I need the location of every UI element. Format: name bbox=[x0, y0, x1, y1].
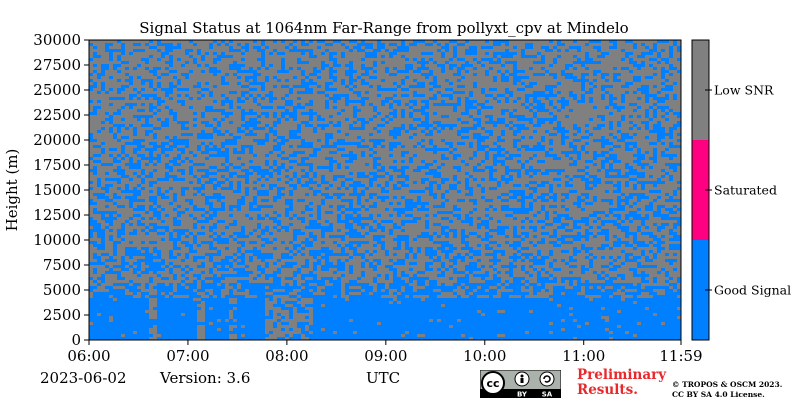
preliminary-line-2: Results. bbox=[577, 383, 666, 398]
colorbar-label: Low SNR bbox=[714, 83, 774, 98]
cc-icon-text: cc bbox=[486, 377, 499, 390]
date-label: 2023-06-02 bbox=[40, 369, 126, 387]
y-tick-label: 30000 bbox=[33, 31, 81, 49]
x-axis: 06:00 07:00 08:00 09:00 10:00 11:00 11:59 bbox=[67, 340, 702, 365]
sa-text: SA bbox=[542, 391, 553, 399]
x-tick-label: 07:00 bbox=[166, 347, 209, 365]
copyright-line-1: © TROPOS & OSCM 2023. bbox=[672, 380, 782, 390]
y-tick-label: 10000 bbox=[33, 231, 81, 249]
x-tick-label: 09:00 bbox=[364, 347, 407, 365]
y-tick-label: 17500 bbox=[33, 156, 81, 174]
colorbar-label: Good Signal bbox=[714, 283, 791, 298]
y-tick-label: 27500 bbox=[33, 56, 81, 74]
cc-license-badge: cc BY SA bbox=[480, 370, 561, 398]
x-tick-label: 11:00 bbox=[562, 347, 605, 365]
copyright-line-2: CC BY SA 4.0 License. bbox=[672, 390, 782, 400]
y-tick-label: 5000 bbox=[43, 281, 81, 299]
x-tick-label: 11:59 bbox=[659, 347, 702, 365]
y-tick-label: 12500 bbox=[33, 206, 81, 224]
heatmap-plot-area bbox=[89, 40, 681, 340]
preliminary-line-1: Preliminary bbox=[577, 368, 666, 383]
y-tick-label: 25000 bbox=[33, 81, 81, 99]
colorbar: Good Signal Saturated Low SNR bbox=[692, 40, 791, 340]
share-alike-icon bbox=[540, 372, 554, 386]
version-label: Version: 3.6 bbox=[160, 369, 250, 387]
y-tick-label: 22500 bbox=[33, 106, 81, 124]
y-tick-label: 15000 bbox=[33, 181, 81, 199]
x-axis-label: UTC bbox=[366, 369, 400, 387]
y-tick-label: 20000 bbox=[33, 131, 81, 149]
x-tick-label: 10:00 bbox=[463, 347, 506, 365]
x-tick-label: 06:00 bbox=[67, 347, 110, 365]
copyright-notice: © TROPOS & OSCM 2023. CC BY SA 4.0 Licen… bbox=[672, 380, 782, 400]
y-axis: 0250050007500100001250015000175002000022… bbox=[33, 31, 89, 349]
colorbar-label: Saturated bbox=[714, 183, 777, 198]
x-tick-label: 08:00 bbox=[265, 347, 308, 365]
chart-title: Signal Status at 1064nm Far-Range from p… bbox=[139, 19, 628, 37]
by-text: BY bbox=[517, 391, 528, 399]
preliminary-results-notice: Preliminary Results. bbox=[577, 368, 666, 398]
y-axis-label: Height (m) bbox=[3, 149, 21, 232]
y-tick-label: 2500 bbox=[43, 306, 81, 324]
y-tick-label: 7500 bbox=[43, 256, 81, 274]
